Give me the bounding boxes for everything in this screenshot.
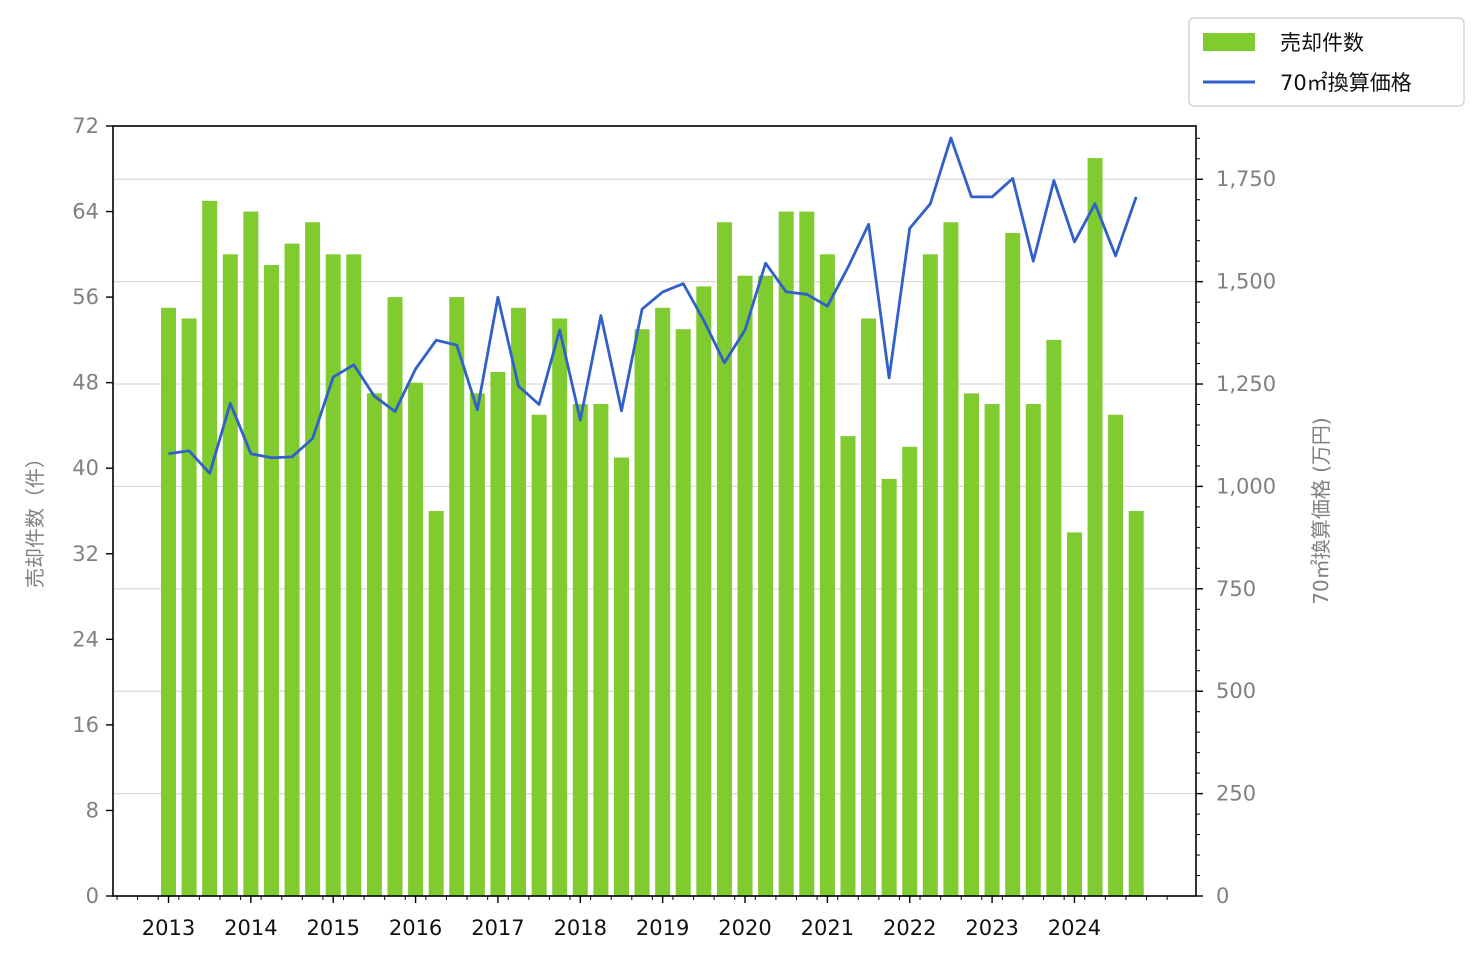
bar — [778, 211, 794, 897]
legend-bar-swatch — [1203, 33, 1255, 51]
bar — [819, 254, 835, 897]
bar — [1046, 339, 1062, 896]
bar — [531, 414, 547, 896]
x-tick-label: 2015 — [306, 916, 359, 940]
bar — [840, 436, 856, 896]
y-left-tick-label: 24 — [72, 627, 99, 651]
x-tick-label: 2021 — [801, 916, 854, 940]
y-left-tick-label: 64 — [72, 200, 99, 224]
y-left-tick-label: 48 — [72, 371, 99, 395]
legend-frame — [1188, 17, 1465, 107]
legend: 売却件数 70㎡換算価格 — [1188, 17, 1465, 107]
y-left-tick-label: 0 — [86, 884, 99, 908]
x-tick-label: 2014 — [224, 916, 277, 940]
bar — [1005, 232, 1021, 896]
bar — [408, 382, 424, 897]
bar — [1128, 511, 1144, 896]
legend-bar-label: 売却件数 — [1280, 31, 1364, 55]
bar — [922, 254, 938, 897]
bar — [181, 318, 197, 896]
bar — [861, 318, 877, 896]
y-left-tick-label: 72 — [72, 114, 99, 138]
bar — [284, 243, 300, 896]
bar — [346, 254, 362, 897]
x-tick-label: 2022 — [883, 916, 936, 940]
y-axis-left-title: 売却件数（件） — [23, 448, 47, 588]
y-right-tick-label: 1,500 — [1216, 270, 1276, 294]
axis-ticks: 0 8 16 24 32 40 48 56 64 72 0 250 500 750 1,000 1,250 1,… — [72, 114, 1276, 940]
y-right-tick-label: 250 — [1216, 782, 1256, 806]
x-tick-label: 2024 — [1048, 916, 1101, 940]
y-axis-right-title: 70㎡換算価格 (万円) — [1309, 417, 1333, 604]
bar — [161, 307, 176, 896]
bar — [943, 222, 959, 896]
bar-series — [161, 158, 1144, 897]
bar — [552, 318, 568, 896]
x-tick-label: 2018 — [554, 916, 607, 940]
bar — [469, 393, 485, 896]
y-right-tick-label: 1,250 — [1216, 372, 1276, 396]
x-tick-label: 2023 — [965, 916, 1018, 940]
bar — [634, 329, 650, 896]
bar — [902, 446, 918, 896]
bar — [984, 404, 1000, 896]
bar — [572, 404, 588, 896]
line-series — [168, 136, 1138, 475]
price-line — [168, 136, 1138, 475]
y-left-tick-label: 32 — [72, 542, 99, 566]
bar — [1025, 404, 1041, 896]
bar — [613, 457, 629, 896]
bar — [716, 222, 732, 896]
x-tick-label: 2016 — [389, 916, 442, 940]
y-right-tick-label: 0 — [1216, 884, 1229, 908]
bar — [490, 371, 506, 896]
bar — [1087, 158, 1103, 897]
bar — [655, 307, 671, 896]
bar — [202, 200, 218, 897]
y-left-tick-label: 40 — [72, 456, 99, 480]
bar — [366, 393, 382, 896]
bar — [511, 307, 527, 896]
y-right-tick-label: 750 — [1216, 577, 1256, 601]
bar — [243, 211, 259, 897]
bar — [325, 254, 341, 897]
bar — [449, 297, 465, 897]
bar — [758, 275, 774, 896]
bar — [964, 393, 980, 896]
bar — [1066, 532, 1082, 896]
bar — [593, 404, 609, 896]
bar — [387, 297, 403, 897]
bar — [428, 511, 444, 896]
bar — [675, 329, 691, 896]
x-tick-label: 2017 — [471, 916, 524, 940]
y-right-tick-label: 500 — [1216, 679, 1256, 703]
bar — [222, 254, 238, 897]
y-left-tick-label: 56 — [72, 285, 99, 309]
y-left-tick-label: 16 — [72, 713, 99, 737]
y-left-tick-label: 8 — [86, 798, 99, 822]
bar — [881, 478, 897, 896]
bar — [696, 286, 712, 897]
bar — [263, 265, 279, 896]
x-tick-label: 2019 — [636, 916, 689, 940]
y-right-tick-label: 1,000 — [1216, 474, 1276, 498]
bar — [737, 275, 753, 896]
y-right-tick-label: 1,750 — [1216, 167, 1276, 191]
bar — [1108, 414, 1124, 896]
legend-line-label: 70㎡換算価格 — [1280, 71, 1412, 95]
bar — [305, 222, 321, 896]
plot-frame — [112, 125, 1197, 897]
bar — [799, 211, 815, 897]
x-tick-label: 2013 — [142, 916, 195, 940]
x-tick-label: 2020 — [718, 916, 771, 940]
